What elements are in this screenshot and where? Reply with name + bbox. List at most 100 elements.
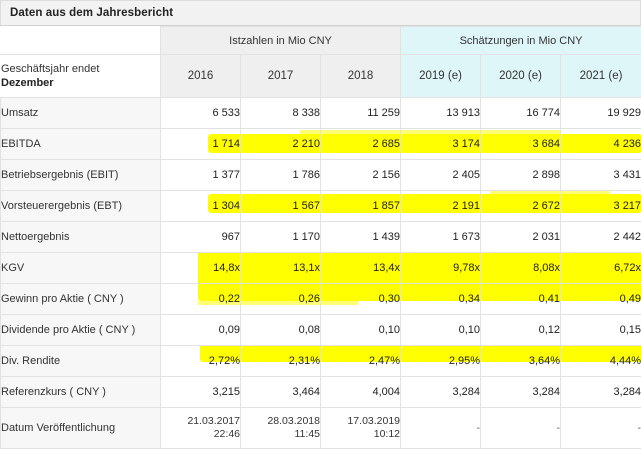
table-cell: 0,15 [561, 315, 641, 346]
table-cell: 3 217 [561, 191, 641, 222]
table-cell: 13,1x [241, 253, 321, 284]
table-cell: 3 174 [401, 129, 481, 160]
column-header-2019e: 2019 (e) [401, 55, 481, 98]
table-cell: 2 672 [481, 191, 561, 222]
table-cell: 0,26 [241, 284, 321, 315]
group-header-spacer [1, 27, 161, 55]
table-cell: 4,44% [561, 346, 641, 377]
table-cell: 0,34 [401, 284, 481, 315]
table-cell: 19 929 [561, 98, 641, 129]
table-cell: 967 [161, 222, 241, 253]
table-cell: 2,95% [401, 346, 481, 377]
table-cell: - [401, 408, 481, 449]
table-cell: 8,08x [481, 253, 561, 284]
row-label: Div. Rendite [1, 346, 161, 377]
table-cell: 13 913 [401, 98, 481, 129]
table-cell: 2 191 [401, 191, 481, 222]
column-header-2018: 2018 [321, 55, 401, 98]
row-label: EBITDA [1, 129, 161, 160]
table-cell: 2 031 [481, 222, 561, 253]
table-cell: 0,41 [481, 284, 561, 315]
row-label: Vorsteuerergebnis (EBT) [1, 191, 161, 222]
table-cell: 1 786 [241, 160, 321, 191]
table-cell: 3,464 [241, 377, 321, 408]
fiscal-year-label-line1: Geschäftsjahr endet [1, 62, 160, 76]
fiscal-year-label-cell: Geschäftsjahr endet Dezember [1, 55, 161, 98]
table-cell: 6,72x [561, 253, 641, 284]
table-cell: 0,10 [321, 315, 401, 346]
financial-data-table: Istzahlen in Mio CNY Schätzungen in Mio … [0, 26, 641, 449]
table-cell: 2,31% [241, 346, 321, 377]
column-header-2020e: 2020 (e) [481, 55, 561, 98]
year-header-row: Geschäftsjahr endet Dezember 2016 2017 2… [1, 55, 641, 98]
column-header-2016: 2016 [161, 55, 241, 98]
fiscal-year-label-line2: Dezember [1, 76, 160, 90]
table-cell: 2,47% [321, 346, 401, 377]
table-cell: 3,64% [481, 346, 561, 377]
table-cell: 3 431 [561, 160, 641, 191]
table-cell: 0,10 [401, 315, 481, 346]
group-header-row: Istzahlen in Mio CNY Schätzungen in Mio … [1, 27, 641, 55]
row-label: Datum Veröffentlichung [1, 408, 161, 449]
table-cell: 3,284 [401, 377, 481, 408]
table-cell: 1 714 [161, 129, 241, 160]
table-cell: 2 405 [401, 160, 481, 191]
table-cell: 13,4x [321, 253, 401, 284]
table-cell: 1 304 [161, 191, 241, 222]
table-cell: 3 684 [481, 129, 561, 160]
table-cell: 2,72% [161, 346, 241, 377]
table-cell: 14,8x [161, 253, 241, 284]
row-label: Umsatz [1, 98, 161, 129]
row-label: Betriebsergebnis (EBIT) [1, 160, 161, 191]
table-cell: 2 442 [561, 222, 641, 253]
table-cell: 0,09 [161, 315, 241, 346]
table-cell: 1 857 [321, 191, 401, 222]
table-cell: 0,12 [481, 315, 561, 346]
table-cell: 2 685 [321, 129, 401, 160]
financial-data-panel: Daten aus dem Jahresbericht Istzahlen in… [0, 0, 641, 433]
table-head: Istzahlen in Mio CNY Schätzungen in Mio … [1, 27, 641, 98]
panel-title-bar: Daten aus dem Jahresbericht [0, 0, 641, 26]
column-header-2017: 2017 [241, 55, 321, 98]
row-label: Nettoergebnis [1, 222, 161, 253]
table-cell: 9,78x [401, 253, 481, 284]
table-cell: 0,49 [561, 284, 641, 315]
table-cell: 1 673 [401, 222, 481, 253]
table-cell: - [561, 408, 641, 449]
table-cell: 0,08 [241, 315, 321, 346]
table-cell: 6 533 [161, 98, 241, 129]
table-cell: 1 439 [321, 222, 401, 253]
table-cell: 2 156 [321, 160, 401, 191]
group-header-estimates: Schätzungen in Mio CNY [401, 27, 641, 55]
row-label: Referenzkurs ( CNY ) [1, 377, 161, 408]
table-cell: 8 338 [241, 98, 321, 129]
table-cell: - [481, 408, 561, 449]
table-cell: 1 377 [161, 160, 241, 191]
table-cell: 4 236 [561, 129, 641, 160]
table-cell: 0,30 [321, 284, 401, 315]
row-label: Gewinn pro Aktie ( CNY ) [1, 284, 161, 315]
table-cell: 3,215 [161, 377, 241, 408]
table-cell: 3,284 [481, 377, 561, 408]
table-cell: 0,22 [161, 284, 241, 315]
table-cell: 4,004 [321, 377, 401, 408]
group-header-actuals: Istzahlen in Mio CNY [161, 27, 401, 55]
table-cell: 2 898 [481, 160, 561, 191]
row-label: KGV [1, 253, 161, 284]
row-label: Dividende pro Aktie ( CNY ) [1, 315, 161, 346]
